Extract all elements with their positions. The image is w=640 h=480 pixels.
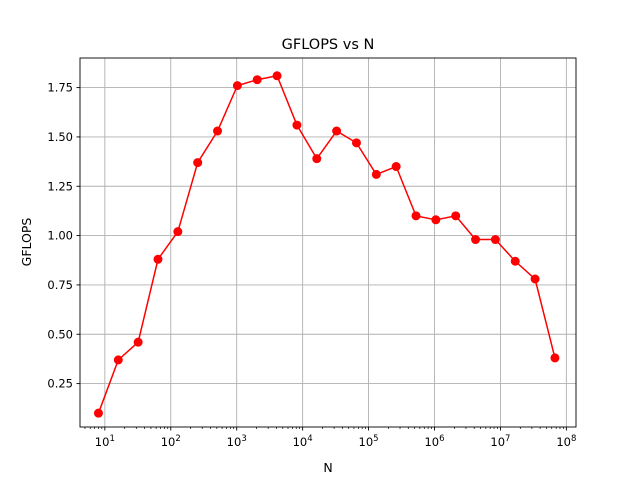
x-axis-label: N <box>323 460 332 475</box>
x-tick-exponent: 1 <box>109 434 114 444</box>
x-tick-label: 101 <box>95 434 115 449</box>
data-point <box>232 81 242 91</box>
x-tick-exponent: 8 <box>571 434 576 444</box>
data-point <box>371 169 381 179</box>
data-point <box>272 71 282 81</box>
y-tick-label: 1.00 <box>47 229 73 243</box>
data-point <box>490 235 500 245</box>
grid-layer <box>80 58 576 427</box>
data-point <box>133 337 143 347</box>
data-point <box>312 154 322 164</box>
data-layer <box>93 71 560 418</box>
data-point <box>530 274 540 284</box>
x-tick-exponent: 5 <box>373 434 378 444</box>
x-tick-base: 10 <box>556 435 571 449</box>
x-tick-label: 106 <box>424 434 444 449</box>
data-point <box>510 256 520 266</box>
y-axis-label: GFLOPS <box>19 218 34 267</box>
x-tick-label: 105 <box>359 434 379 449</box>
x-tick-exponent: 3 <box>241 434 246 444</box>
chart-title: GFLOPS vs N <box>282 37 375 53</box>
data-point <box>332 126 342 136</box>
x-tick-exponent: 4 <box>307 434 312 444</box>
x-tick-label: 108 <box>556 434 576 449</box>
y-tick-label: 1.25 <box>47 179 73 193</box>
x-tick-base: 10 <box>293 435 308 449</box>
x-tick-base: 10 <box>490 435 505 449</box>
x-tick-base: 10 <box>359 435 374 449</box>
x-tick-base: 10 <box>161 435 176 449</box>
data-point <box>193 158 203 168</box>
data-point <box>173 227 183 237</box>
data-point <box>113 355 123 365</box>
data-point <box>451 211 461 221</box>
x-tick-label: 104 <box>293 434 313 449</box>
y-tick-label: 1.50 <box>47 130 73 144</box>
x-tick-exponent: 2 <box>175 434 180 444</box>
y-tick-label: 1.75 <box>47 81 73 95</box>
y-tick-label: 0.50 <box>47 327 73 341</box>
data-point <box>252 75 262 85</box>
tick-layer: 101 102 103 104 105 106 107 1080.250.500.751.00… <box>47 81 576 449</box>
x-tick-label: 102 <box>161 434 181 449</box>
y-tick-label: 0.25 <box>47 377 73 391</box>
series-line <box>97 75 556 414</box>
plot-frame <box>79 57 577 428</box>
x-tick-exponent: 7 <box>505 434 510 444</box>
y-tick-label: 0.75 <box>47 278 73 292</box>
data-point <box>550 353 560 363</box>
data-point <box>292 120 302 130</box>
x-tick-label: 103 <box>227 434 247 449</box>
data-point <box>351 138 361 148</box>
data-point <box>471 235 481 245</box>
x-tick-exponent: 6 <box>439 434 444 444</box>
data-point <box>431 215 441 225</box>
data-point <box>391 162 401 172</box>
data-point <box>411 211 421 221</box>
x-tick-base: 10 <box>95 435 110 449</box>
data-point <box>153 254 163 264</box>
data-point <box>213 126 223 136</box>
x-tick-base: 10 <box>227 435 242 449</box>
data-point <box>93 408 103 418</box>
x-tick-base: 10 <box>424 435 439 449</box>
x-tick-label: 107 <box>490 434 510 449</box>
